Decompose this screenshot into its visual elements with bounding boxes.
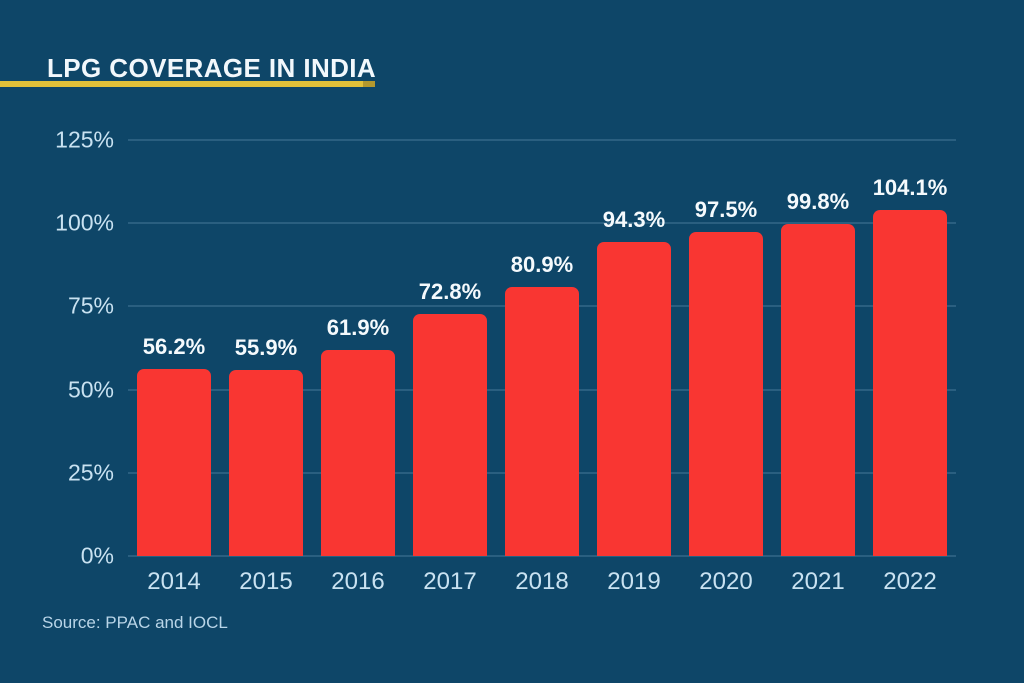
bar-value-label: 61.9%	[326, 315, 390, 340]
bar-column: 61.9% 2016	[312, 140, 404, 595]
x-axis-label: 2018	[515, 568, 569, 595]
x-axis-label: 2022	[883, 568, 937, 595]
bar-value-label: 99.8%	[786, 188, 850, 214]
title-underline	[0, 81, 375, 87]
gridline	[128, 139, 956, 141]
bar	[689, 231, 763, 556]
bar	[321, 350, 395, 556]
plot-area: 56.2% 2014 55.9% 2015 61.9% 2016 72.8% 2017 80.9…	[128, 139, 956, 595]
source-note: Source: PPAC and IOCL	[42, 613, 228, 632]
bar-column: 94.3% 2019	[588, 140, 680, 595]
y-axis-tick-label: 125%	[55, 126, 114, 153]
bar-value-label: 72.8%	[418, 278, 482, 304]
gridline	[128, 222, 956, 225]
y-axis-tick-label: 0%	[80, 542, 114, 569]
bar	[413, 313, 487, 556]
bar-column: 80.9% 2018	[496, 140, 588, 595]
bar-value-label: 104.1%	[872, 174, 948, 200]
bar	[505, 286, 579, 556]
y-axis-tick-label: 75%	[67, 292, 114, 319]
gridline	[128, 555, 956, 557]
x-axis-label: 2019	[607, 568, 661, 595]
bar-column: 104.1% 2022	[864, 140, 956, 595]
bar	[597, 242, 671, 556]
bar-value-label: 80.9%	[510, 251, 574, 277]
y-axis-tick-label: 100%	[55, 209, 114, 236]
x-axis-label: 2016	[331, 568, 385, 595]
bar-column: 97.5% 2020	[680, 140, 772, 595]
bar	[781, 223, 855, 556]
bar-column: 99.8% 2021	[772, 140, 864, 595]
bar-column: 72.8% 2017	[404, 140, 496, 595]
x-axis-label: 2020	[699, 568, 753, 595]
x-axis-label: 2014	[147, 568, 201, 595]
bar	[873, 209, 947, 556]
y-axis-tick-label: 50%	[67, 376, 114, 403]
bar	[229, 369, 303, 556]
bar-column: 55.9% 2015	[220, 140, 312, 595]
bar-value-label: 56.2%	[142, 333, 206, 359]
x-axis-label: 2015	[239, 568, 293, 595]
x-axis-label: 2017	[423, 568, 477, 595]
x-axis-label: 2021	[791, 568, 845, 595]
bar-value-label: 97.5%	[694, 196, 758, 222]
y-axis-tick-label: 25%	[67, 459, 114, 486]
bar-column: 56.2% 2014	[128, 140, 220, 595]
bar-value-label: 55.9%	[234, 334, 298, 360]
bar-value-label: 94.3%	[602, 207, 666, 233]
bars-container: 56.2% 2014 55.9% 2015 61.9% 2016 72.8% 2017 80.9…	[128, 140, 956, 595]
chart-title: LPG COVERAGE IN INDIA	[47, 53, 377, 83]
bar	[137, 368, 211, 556]
